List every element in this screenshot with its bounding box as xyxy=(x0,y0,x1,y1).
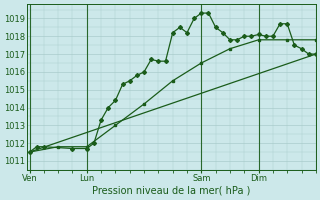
X-axis label: Pression niveau de la mer( hPa ): Pression niveau de la mer( hPa ) xyxy=(92,186,251,196)
